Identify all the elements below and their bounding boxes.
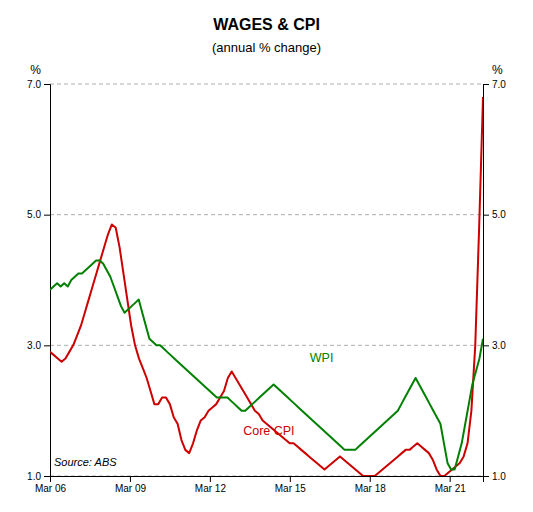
tick-mark bbox=[210, 476, 211, 482]
tick-mark bbox=[44, 476, 50, 477]
grid-line bbox=[50, 214, 483, 215]
tick-label: Mar 15 bbox=[275, 483, 307, 494]
tick-label: Mar 21 bbox=[435, 483, 467, 494]
plot-area bbox=[50, 97, 483, 476]
subtitle: (annual % change) bbox=[212, 40, 321, 55]
grid-line bbox=[50, 84, 483, 85]
axis-line bbox=[484, 85, 490, 477]
tick-label: 7.0 bbox=[27, 79, 41, 90]
tick-label: Mar 18 bbox=[355, 483, 387, 494]
tick-mark bbox=[130, 476, 131, 482]
tick: Mar 21 bbox=[435, 476, 467, 494]
tick: 5.0 bbox=[27, 209, 50, 220]
tick: Mar 15 bbox=[275, 476, 307, 494]
tick-label: Mar 12 bbox=[195, 483, 227, 494]
tick-mark bbox=[483, 476, 489, 477]
tick: 5.0 bbox=[483, 209, 506, 220]
tick: 3.0 bbox=[27, 340, 50, 351]
tick-label: 3.0 bbox=[492, 340, 506, 351]
tick: Mar 12 bbox=[195, 476, 227, 494]
y2-axis-label: % bbox=[492, 63, 503, 77]
tick-mark bbox=[370, 476, 371, 482]
tick-label: Mar 06 bbox=[35, 483, 67, 494]
tick-mark bbox=[483, 84, 489, 85]
tick: 7.0 bbox=[483, 79, 506, 90]
tick-mark bbox=[44, 84, 50, 85]
tick: Mar 09 bbox=[115, 476, 147, 494]
tick: 3.0 bbox=[483, 340, 506, 351]
tick-mark bbox=[483, 215, 489, 216]
annotations: WPI Core CPI Source: ABS bbox=[54, 351, 333, 469]
tick-label: 7.0 bbox=[492, 79, 506, 90]
line bbox=[50, 260, 483, 469]
tick-label: 1.0 bbox=[27, 471, 41, 482]
x-axis: Mar 06 Mar 09 Mar 12 Mar 15 Mar 18 Mar 21 bbox=[35, 476, 484, 494]
tick: Mar 18 bbox=[355, 476, 387, 494]
tick-label: 3.0 bbox=[27, 340, 41, 351]
tick-label: 5.0 bbox=[27, 209, 41, 220]
grid bbox=[50, 84, 483, 476]
tick-mark bbox=[44, 345, 50, 346]
tick-mark bbox=[44, 215, 50, 216]
axis-line bbox=[51, 477, 484, 483]
tick-label: 5.0 bbox=[492, 209, 506, 220]
tick-mark bbox=[290, 476, 291, 482]
y-axis: 1.0 3.0 5.0 7.0 bbox=[27, 79, 50, 482]
tick-label: 1.0 bbox=[492, 471, 506, 482]
axis-line bbox=[44, 85, 51, 477]
y-axis-label: % bbox=[30, 63, 41, 77]
tick: 7.0 bbox=[27, 79, 50, 90]
tick: 1.0 bbox=[483, 471, 506, 482]
line bbox=[50, 97, 483, 476]
source-note: Source: ABS bbox=[54, 456, 117, 468]
line-label: Core CPI bbox=[243, 424, 294, 438]
title: WAGES & CPI bbox=[213, 16, 320, 33]
tick-label: Mar 09 bbox=[115, 483, 147, 494]
line-label: WPI bbox=[310, 351, 334, 365]
tick: 1.0 bbox=[27, 471, 50, 482]
grid-line bbox=[50, 345, 483, 346]
chart: WAGES & CPI (annual % change) Mar 06 Mar 09… bbox=[0, 0, 533, 512]
y2-axis: 1.0 3.0 5.0 7.0 bbox=[483, 79, 506, 482]
tick-mark bbox=[450, 476, 451, 482]
tick-mark bbox=[483, 345, 489, 346]
